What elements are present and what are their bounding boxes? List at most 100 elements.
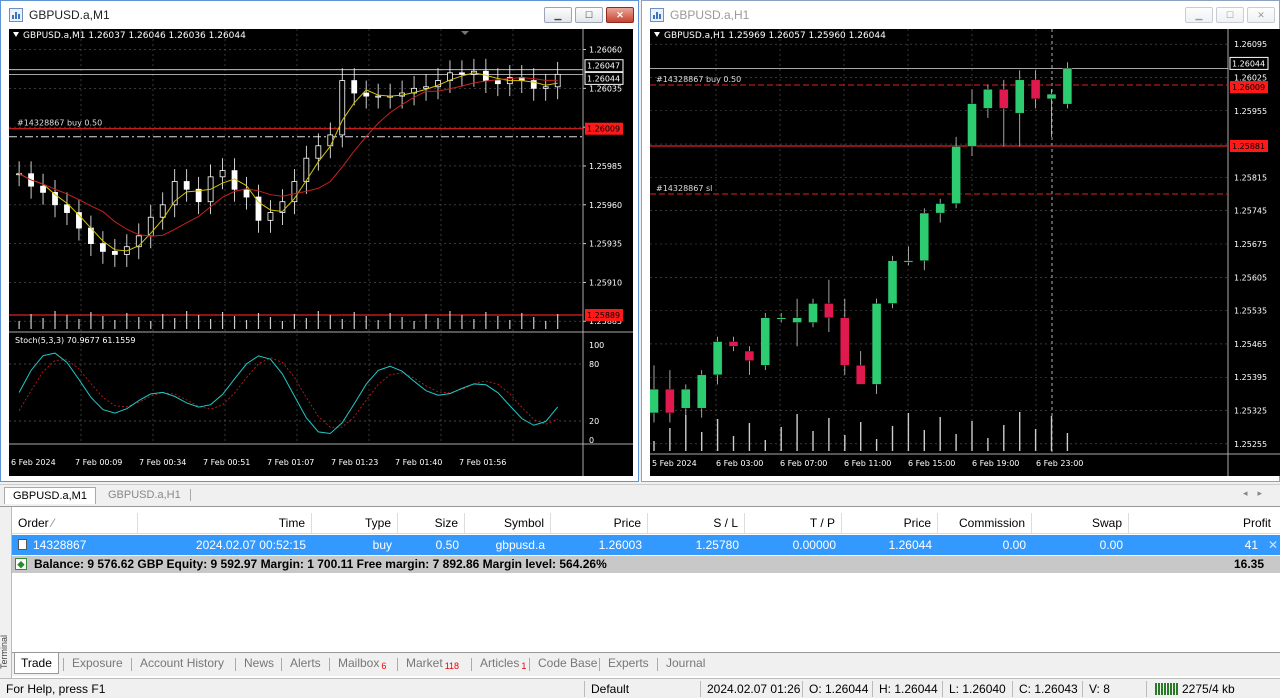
close-button[interactable]: ✕ [606, 7, 634, 23]
price-tick-label: 1.26035 [589, 84, 622, 93]
candle-body [712, 341, 723, 376]
order-line-label: #14328867 buy 0.50 [17, 119, 102, 128]
stoch-tick-label: 0 [589, 436, 594, 445]
time-label: 6 Feb 19:00 [972, 459, 1019, 468]
sl-cell[interactable]: 1.25780 [695, 538, 739, 552]
order-doc-icon [18, 539, 27, 550]
status-profile[interactable]: Default [591, 682, 630, 696]
col-swap[interactable]: Swap [1032, 513, 1129, 534]
candle-body [542, 86, 549, 89]
ma-slow-line [18, 77, 558, 237]
tab-alerts[interactable]: Alerts [284, 653, 327, 674]
balance-summary: Balance: 9 576.62 GBP Equity: 9 592.97 M… [34, 557, 607, 571]
col-tp[interactable]: T / P [745, 513, 842, 534]
tab-label: Market [406, 656, 443, 670]
size-cell: 0.50 [435, 538, 459, 552]
status-datetime: 2024.02.07 01:26 [707, 682, 801, 696]
col-symbol[interactable]: Symbol [465, 513, 551, 534]
chart-window-h1[interactable]: GBPUSD.a,H1 ▁ ☐ ✕ 1.26095 1.26025 1.25955 1… [641, 0, 1280, 482]
col-commission[interactable]: Commission [938, 513, 1032, 534]
tab-badge: 1 [521, 661, 527, 671]
time-label: 6 Feb 03:00 [716, 459, 763, 468]
chart-menu-triangle-icon[interactable] [654, 32, 660, 37]
terminal-side-bar: ✕ Terminal [0, 507, 12, 679]
status-traffic: 2275/4 kb [1182, 682, 1235, 696]
chart-tab-m1[interactable]: GBPUSD.a,M1 [4, 487, 96, 504]
tab-exposure[interactable]: Exposure [66, 653, 129, 674]
time-label: 6 Feb 15:00 [908, 459, 955, 468]
tab-account-history[interactable]: Account History [134, 653, 230, 674]
chart-window-title: GBPUSD.a,H1 [670, 8, 750, 22]
tab-mailbox[interactable]: Mailbox 6 [332, 653, 392, 674]
time-label: 7 Feb 01:40 [395, 458, 442, 467]
candle-body [279, 201, 286, 213]
m1-chart-canvas[interactable]: 1.260601.260351.260101.259851.259601.259… [9, 29, 633, 476]
tab-label: Experts [608, 656, 649, 670]
tab-code-base[interactable]: Code Base [532, 653, 603, 674]
chart-window-m1[interactable]: GBPUSD.a,M1 ▁ ☐ ✕ 1.260601.260351.260101… [0, 0, 639, 482]
minimize-button[interactable]: ▁ [1185, 7, 1213, 23]
tab-journal[interactable]: Journal [660, 653, 711, 674]
tab-separator [329, 658, 330, 671]
chart-window-h1-titlebar[interactable]: GBPUSD.a,H1 ▁ ☐ ✕ [642, 1, 1279, 29]
chart-tab-h1[interactable]: GBPUSD.a,H1 [108, 489, 181, 501]
maximize-button[interactable]: ☐ [575, 7, 603, 23]
price-label-box [1229, 56, 1269, 70]
col-type[interactable]: Type [312, 513, 398, 534]
price-label-box [1230, 81, 1268, 94]
tab-news[interactable]: News [238, 653, 280, 674]
candle-body [111, 250, 118, 255]
price-tick-label: 1.26060 [589, 46, 622, 55]
order-line-label: #14328867 buy 0.50 [656, 75, 741, 84]
order-cell: 14328867 [12, 535, 138, 555]
col-time[interactable]: Time [138, 513, 312, 534]
tab-experts[interactable]: Experts [602, 653, 655, 674]
candle-body [327, 134, 334, 147]
h1-chart-svg: 1.260951.260251.259551.258851.258151.257… [650, 29, 1280, 476]
table-row[interactable]: 14328867 2024.02.07 00:52:15 buy 0.50 gb… [12, 535, 1280, 555]
time-label: 7 Feb 01:23 [331, 458, 378, 467]
col-current-price[interactable]: Price [842, 513, 938, 534]
tp-cell[interactable]: 0.00000 [792, 538, 836, 552]
chart-window-icon [650, 8, 664, 22]
tab-articles[interactable]: Articles 1 [474, 653, 532, 674]
tab-label: Exposure [72, 656, 123, 670]
price-tick-label: 1.25535 [1234, 307, 1267, 316]
price-label-box [585, 309, 623, 322]
tab-separator [235, 658, 236, 671]
chart-shift-marker [461, 31, 469, 35]
close-button[interactable]: ✕ [1247, 7, 1275, 23]
candle-body [760, 317, 771, 366]
status-separator [584, 681, 585, 697]
col-sl[interactable]: S / L [648, 513, 745, 534]
price-label-box [584, 59, 624, 73]
candle-body [871, 303, 882, 385]
price-tick-label: 1.25675 [1234, 240, 1267, 249]
maximize-button[interactable]: ☐ [1216, 7, 1244, 23]
candle-body [52, 191, 58, 206]
h1-chart-canvas[interactable]: 1.260951.260251.259551.258851.258151.257… [650, 29, 1280, 476]
minimize-button[interactable]: ▁ [544, 7, 572, 23]
close-order-icon[interactable]: ✕ [1268, 538, 1279, 552]
status-high: H: 1.26044 [879, 682, 938, 696]
chart-menu-triangle-icon[interactable] [13, 32, 19, 37]
candle-body [967, 103, 977, 147]
candle-body [411, 87, 417, 94]
status-bar: For Help, press F1 Default 2024.02.07 01… [0, 678, 1280, 698]
col-size[interactable]: Size [398, 513, 465, 534]
col-order[interactable]: Order ⁄ [12, 513, 138, 534]
tab-label: Articles [480, 656, 520, 670]
col-profit[interactable]: Profit [1242, 516, 1271, 530]
status-separator [1146, 681, 1147, 697]
candle-body [903, 260, 914, 263]
chart-window-m1-titlebar[interactable]: GBPUSD.a,M1 ▁ ☐ ✕ [1, 1, 638, 29]
candle-body [665, 388, 675, 414]
tab-market[interactable]: Market 118 [400, 653, 465, 674]
tab-trade[interactable]: Trade [14, 653, 59, 674]
price-label: 1.25889 [587, 311, 620, 320]
col-price[interactable]: Price [551, 513, 648, 534]
stoch-tick-label: 100 [589, 341, 604, 350]
current-price-cell: 1.26044 [888, 538, 932, 552]
candle-body [291, 181, 298, 203]
chart-tabs-scroll-arrows[interactable]: ◂▸ [1242, 488, 1272, 498]
